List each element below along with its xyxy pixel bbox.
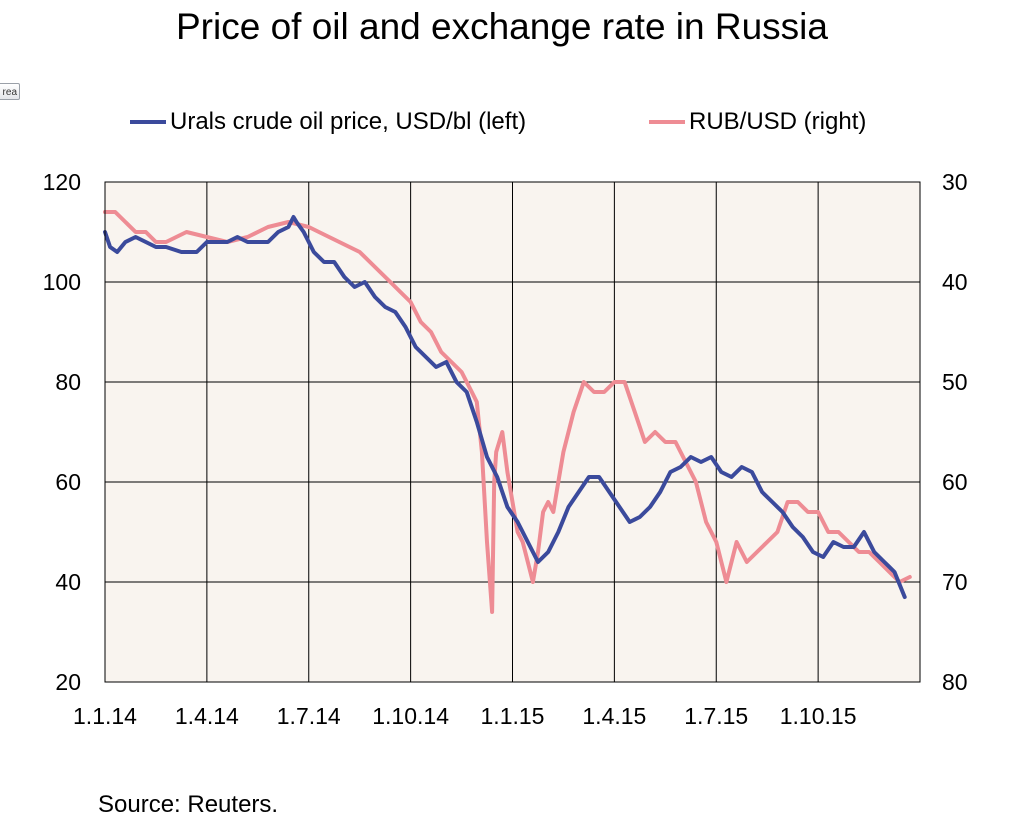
x-tick-label: 1.4.15	[582, 703, 646, 729]
plot-border	[104, 181, 921, 683]
legend-swatch-oil	[130, 120, 166, 124]
left-tick-label: 100	[43, 269, 81, 295]
series-group	[103, 210, 912, 614]
x-tick-label: 1.1.14	[73, 703, 137, 729]
legend-swatch-rub	[649, 120, 685, 124]
source-note: Source: Reuters.	[98, 791, 279, 818]
x-axis-ticks: 1.1.14 1.4.14 1.7.14 1.10.14 1.1.15 1.4.15 1.7…	[73, 703, 856, 729]
series-line-oil	[103, 215, 907, 599]
left-axis-ticks: 120 100 80 60 40 20	[43, 169, 81, 695]
chart-area-tag[interactable]: rea	[0, 83, 20, 100]
x-tick-label: 1.10.14	[372, 703, 449, 729]
right-tick-label: 30	[942, 169, 968, 195]
right-tick-label: 70	[942, 569, 968, 595]
left-tick-label: 40	[55, 569, 81, 595]
x-tick-label: 1.1.15	[481, 703, 545, 729]
right-tick-label: 60	[942, 469, 968, 495]
right-tick-label: 40	[942, 269, 968, 295]
left-tick-label: 20	[55, 669, 81, 695]
series-line-rub	[103, 210, 912, 614]
legend-item-rub: RUB/USD (right)	[649, 108, 866, 136]
left-tick-label: 80	[55, 369, 81, 395]
legend-item-oil: Urals crude oil price, USD/bl (left)	[130, 108, 526, 136]
x-tick-label: 1.10.15	[780, 703, 857, 729]
right-axis-ticks: 30 40 50 60 70 80	[942, 169, 968, 695]
right-tick-label: 50	[942, 369, 968, 395]
x-tick-label: 1.7.14	[277, 703, 341, 729]
x-tick-label: 1.7.15	[684, 703, 748, 729]
left-tick-label: 120	[43, 169, 81, 195]
left-tick-label: 60	[55, 469, 81, 495]
chart-title: Price of oil and exchange rate in Russia	[176, 6, 828, 47]
x-tick-label: 1.4.14	[175, 703, 239, 729]
right-tick-label: 80	[942, 669, 968, 695]
legend: Urals crude oil price, USD/bl (left) RUB…	[0, 108, 1023, 140]
legend-label-rub: RUB/USD (right)	[689, 108, 867, 135]
legend-label-oil: Urals crude oil price, USD/bl (left)	[170, 108, 527, 135]
